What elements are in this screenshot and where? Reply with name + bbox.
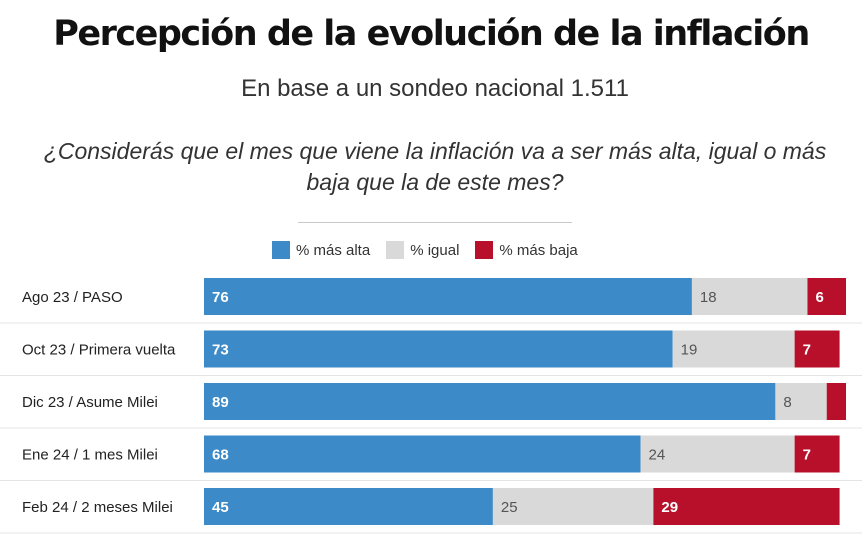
data-label-mas-alta: 73 — [212, 342, 229, 359]
bar-mas-baja — [653, 488, 840, 525]
legend-item-igual: % igual — [386, 241, 459, 259]
data-label-mas-baja: 7 — [803, 342, 811, 359]
bar-igual — [492, 488, 654, 525]
bar-igual — [640, 435, 795, 473]
category-label: Feb 24 / 2 meses Milei — [22, 499, 173, 516]
data-label-mas-alta: 76 — [212, 289, 229, 306]
bar-mas-baja — [826, 383, 846, 420]
data-label-mas-baja: 29 — [661, 499, 678, 516]
bar-igual — [691, 278, 808, 315]
bar-mas-baja — [794, 435, 840, 473]
legend-item-mas-baja: % más baja — [475, 241, 578, 259]
data-label-igual: 19 — [681, 342, 698, 359]
legend-label-mas-baja: % más baja — [499, 241, 578, 259]
bar-mas-baja — [794, 330, 840, 368]
legend-item-mas-alta: % más alta — [272, 241, 370, 259]
survey-question: ¿Considerás que el mes que viene la infl… — [43, 138, 827, 195]
data-label-mas-alta: 45 — [212, 499, 229, 516]
bar-mas-alta — [204, 330, 673, 368]
category-label: Dic 23 / Asume Milei — [22, 394, 158, 411]
divider — [298, 222, 572, 223]
data-label-igual: 8 — [783, 394, 791, 411]
legend: % más alta % igual % más baja — [272, 240, 594, 260]
data-label-mas-alta: 89 — [212, 394, 229, 411]
legend-label-igual: % igual — [410, 241, 460, 259]
legend-swatch-mas-alta — [272, 241, 290, 259]
category-label: Oct 23 / Primera vuelta — [22, 342, 176, 359]
bar-igual — [672, 330, 795, 368]
legend-swatch-mas-baja — [475, 241, 494, 259]
category-label: Ago 23 / PASO — [22, 289, 123, 306]
data-label-mas-baja: 6 — [815, 289, 823, 306]
data-label-igual: 24 — [649, 447, 666, 464]
data-label-igual: 25 — [501, 499, 518, 516]
chart-subtitle: En base a un sondeo nacional 1.511 — [241, 75, 629, 102]
bar-mas-alta — [204, 383, 776, 420]
bar-mas-alta — [204, 435, 641, 473]
legend-swatch-igual — [386, 241, 405, 259]
bar-mas-baja — [807, 278, 846, 315]
bar-mas-alta — [204, 278, 692, 315]
data-label-mas-baja: 7 — [803, 447, 811, 464]
bar-igual — [775, 383, 827, 420]
category-label: Ene 24 / 1 mes Milei — [22, 447, 158, 464]
bar-mas-alta — [204, 488, 493, 525]
legend-label-mas-alta: % más alta — [296, 241, 371, 259]
data-label-mas-alta: 68 — [212, 447, 229, 464]
chart-title: Percepción de la evolución de la inflaci… — [53, 14, 810, 54]
data-label-igual: 18 — [700, 289, 717, 306]
